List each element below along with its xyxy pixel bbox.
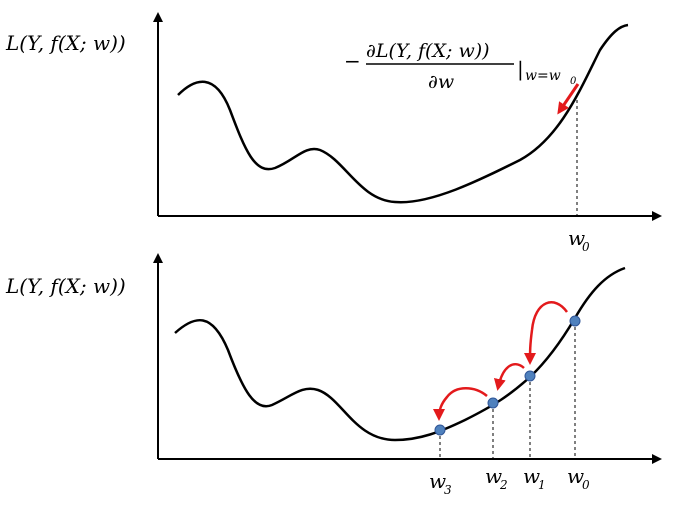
gradient-eval-subscript: 0 <box>570 76 577 87</box>
gradient-eval-at: w=w <box>525 68 561 84</box>
point-w3 <box>434 424 446 436</box>
point-w0 <box>569 315 581 327</box>
top-w0-label-sub: 0 <box>582 240 590 254</box>
gradient-denominator: ∂w <box>428 71 454 93</box>
gradient-eval-bar: | <box>517 57 524 82</box>
top-w0-label-base: w <box>568 226 585 250</box>
point-w1 <box>524 370 536 382</box>
label-w1-sub: 1 <box>538 478 546 492</box>
gradient-minus-sign: − <box>344 49 361 73</box>
top-gradient-arrow <box>557 83 580 115</box>
label-w3: w 3 <box>429 469 452 497</box>
gradient-expression: − ∂L(Y, f(X; w)) ∂w | w=w 0 <box>344 40 577 93</box>
point-w2 <box>487 397 499 409</box>
bottom-loss-curve <box>174 266 626 442</box>
label-w2-base: w <box>485 464 502 488</box>
top-panel: L(Y, f(X; w)) − ∂L(Y, f(X; w)) ∂w | w=w … <box>5 12 662 254</box>
label-w2-sub: 2 <box>499 478 508 492</box>
label-w1-base: w <box>523 464 540 488</box>
label-w3-sub: 3 <box>444 483 452 497</box>
label-w0-base: w <box>567 464 584 488</box>
label-w0-sub: 0 <box>582 478 590 492</box>
step-arrow-w2-to-w3 <box>433 387 488 421</box>
top-w0-label: w 0 <box>568 226 590 254</box>
label-w1: w 1 <box>523 464 546 492</box>
bottom-panel: L(Y, f(X; w)) w 3 w 2 w 1 w 0 <box>5 253 662 497</box>
gradient-numerator: ∂L(Y, f(X; w)) <box>366 40 490 62</box>
label-w2: w 2 <box>485 464 508 492</box>
bottom-y-axis-label: L(Y, f(X; w)) <box>5 274 126 298</box>
step-arrow-w1-to-w2 <box>493 363 525 391</box>
label-w3-base: w <box>429 469 446 493</box>
label-w0: w 0 <box>567 464 590 492</box>
top-y-axis-label: L(Y, f(X; w)) <box>5 31 126 55</box>
top-loss-curve <box>177 23 629 204</box>
step-arrow-w0-to-w1 <box>524 301 569 365</box>
